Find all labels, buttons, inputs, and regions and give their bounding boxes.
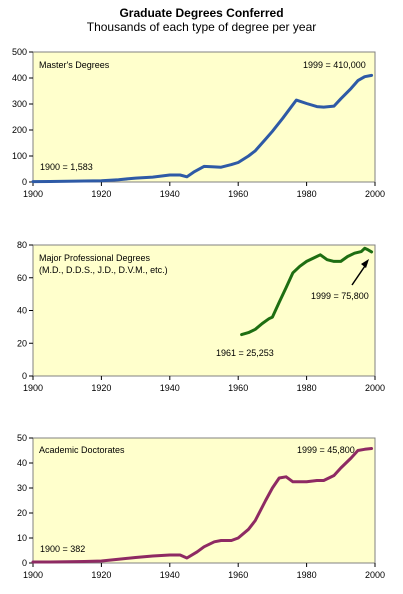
y-tick-label: 400 — [12, 73, 27, 83]
panel-label: Academic Doctorates — [39, 445, 125, 455]
x-tick-label: 2000 — [365, 189, 385, 199]
x-tick-label: 1940 — [160, 570, 180, 580]
y-tick-label: 100 — [12, 151, 27, 161]
annotation-arrowhead — [361, 259, 369, 268]
y-tick-label: 200 — [12, 125, 27, 135]
annotation-start: 1961 = 25,253 — [216, 348, 274, 358]
page-title: Graduate Degrees Conferred — [119, 6, 284, 20]
y-tick-label: 10 — [17, 533, 27, 543]
chart-doctorates: 1900 1920 1940 1960 1980 2000 0 10 20 30 40 50 Acad… — [17, 433, 385, 580]
series-line-doctorates — [31, 447, 374, 564]
annotation-start: 1900 = 382 — [40, 544, 85, 554]
x-tick-label: 2000 — [365, 383, 385, 393]
y-tick-label: 0 — [22, 371, 27, 381]
y-tick-label: 60 — [17, 273, 27, 283]
y-tick-label: 0 — [22, 177, 27, 187]
x-tick-label: 1900 — [23, 383, 43, 393]
plot-area — [32, 244, 376, 377]
x-tick-label: 1920 — [91, 383, 111, 393]
x-tick-label: 1980 — [297, 570, 317, 580]
x-tick-label: 1940 — [160, 189, 180, 199]
y-tick-label: 40 — [17, 458, 27, 468]
x-tick-label: 1960 — [228, 383, 248, 393]
panel-label: Major Professional Degrees — [39, 253, 151, 263]
x-tick-label: 1920 — [91, 189, 111, 199]
x-tick-label: 1900 — [23, 189, 43, 199]
y-tick-label: 0 — [22, 558, 27, 568]
plot-area — [32, 51, 376, 183]
x-tick-label: 1900 — [23, 570, 43, 580]
x-tick-label: 1980 — [297, 383, 317, 393]
annotation-end: 1999 = 410,000 — [303, 60, 366, 70]
annotation-end: 1999 = 75,800 — [311, 291, 369, 301]
x-tick-label: 1960 — [228, 189, 248, 199]
x-tick-label: 2000 — [365, 570, 385, 580]
x-tick-label: 1980 — [297, 189, 317, 199]
axis-ticks: 1900 1920 1940 1960 1980 2000 0 10 20 30 40 50 — [17, 433, 385, 580]
y-tick-label: 30 — [17, 483, 27, 493]
chart-professional: 1900 1920 1940 1960 1980 2000 0 20 40 60 80 Major … — [17, 240, 385, 393]
axis-ticks: 1900 1920 1940 1960 1980 2000 0 20 40 60 80 — [17, 240, 385, 393]
panel-sublabel: (M.D., D.D.S., J.D., D.V.M., etc.) — [39, 265, 168, 275]
y-tick-label: 80 — [17, 240, 27, 250]
series-line-masters — [31, 73, 374, 184]
chart-masters: 1900 1920 1940 1960 1980 2000 0 100 200 300 400 500… — [12, 47, 385, 199]
y-tick-label: 50 — [17, 433, 27, 443]
series-line-professional — [240, 246, 374, 337]
y-tick-label: 20 — [17, 508, 27, 518]
y-tick-label: 300 — [12, 99, 27, 109]
axis-ticks: 1900 1920 1940 1960 1980 2000 0 100 200 300 400 500 — [12, 47, 385, 199]
y-tick-label: 40 — [17, 306, 27, 316]
x-tick-label: 1940 — [160, 383, 180, 393]
plot-area — [32, 437, 376, 564]
y-tick-label: 500 — [12, 47, 27, 57]
x-tick-label: 1960 — [228, 570, 248, 580]
panel-label: Master's Degrees — [39, 60, 110, 70]
x-tick-label: 1920 — [91, 570, 111, 580]
y-tick-label: 20 — [17, 338, 27, 348]
page-subtitle: Thousands of each type of degree per yea… — [86, 20, 317, 34]
annotation-end: 1999 = 45,800 — [297, 445, 355, 455]
annotation-start: 1900 = 1,583 — [40, 162, 93, 172]
